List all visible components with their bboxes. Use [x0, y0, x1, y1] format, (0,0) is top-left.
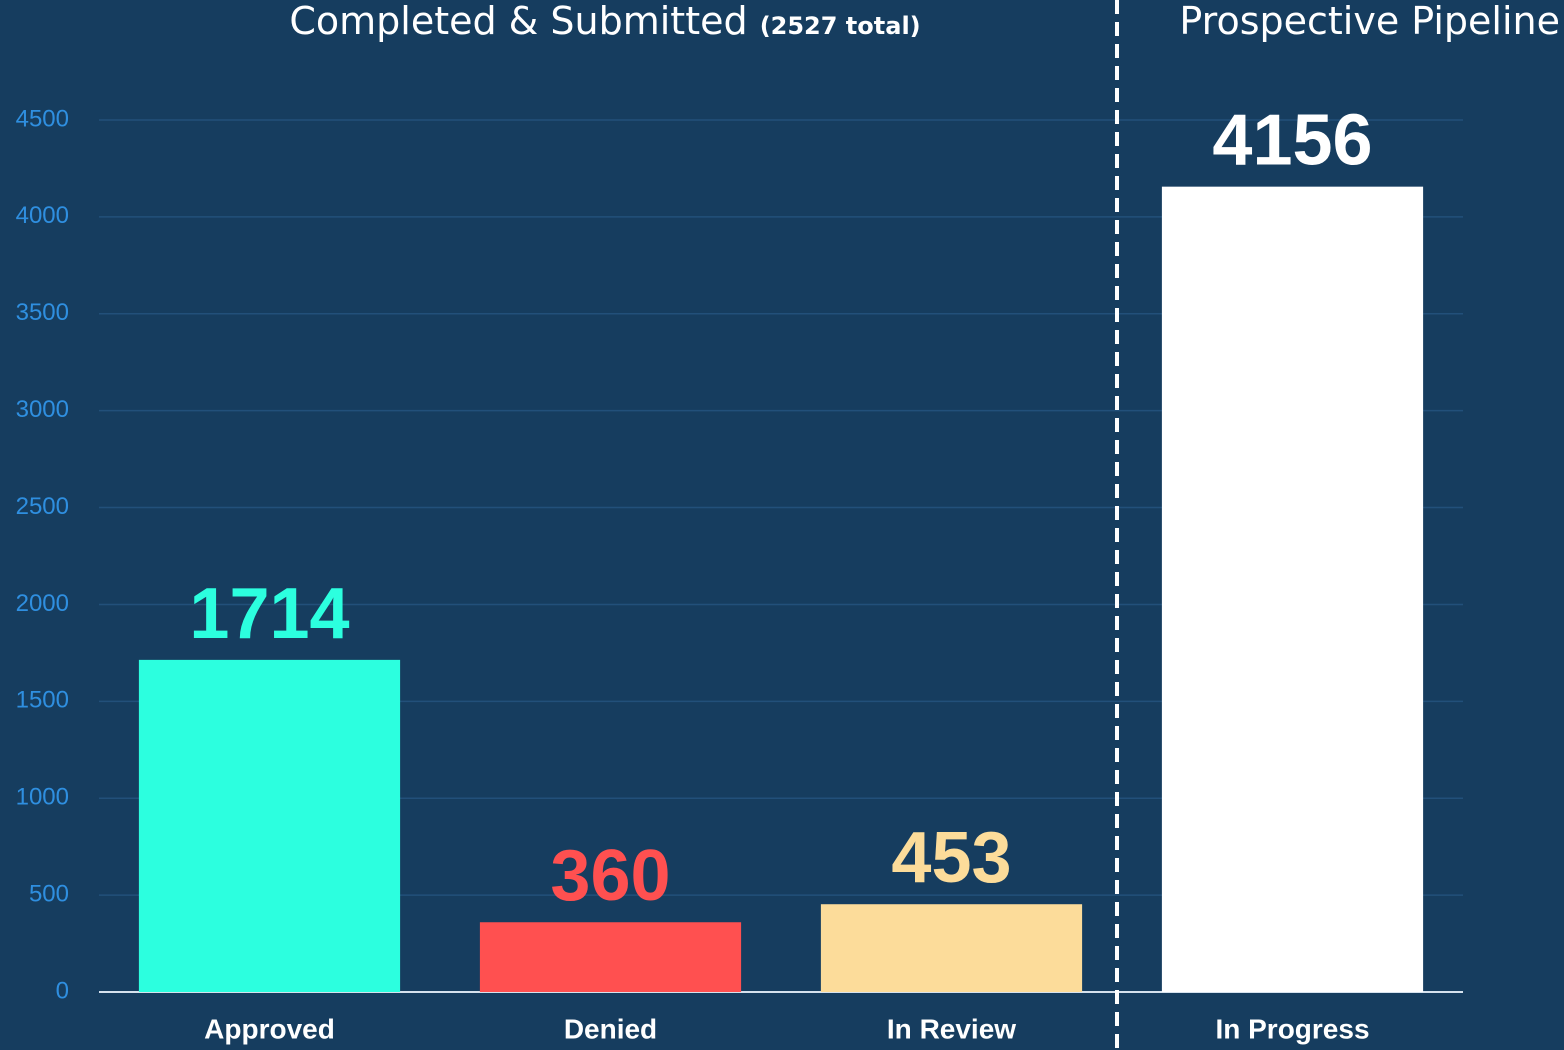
bar — [479, 922, 742, 992]
bar — [1161, 186, 1424, 993]
y-tick-label: 0 — [56, 977, 69, 1004]
group-title: Completed & Submitted (2527 total) — [289, 0, 920, 43]
group-title: Prospective Pipeline — [1179, 0, 1560, 43]
y-tick-label: 3500 — [16, 299, 69, 326]
x-tick-label: In Progress — [1215, 1013, 1369, 1044]
group-title-note: (2527 total) — [760, 12, 921, 40]
value-label: 453 — [891, 818, 1011, 898]
value-label: 360 — [550, 836, 670, 916]
y-tick-label: 4000 — [16, 202, 69, 229]
bar — [820, 904, 1083, 992]
y-tick-label: 4500 — [16, 105, 69, 132]
x-tick-label: In Review — [887, 1013, 1016, 1044]
y-tick-label: 1000 — [16, 784, 69, 811]
x-tick-label: Approved — [204, 1013, 335, 1044]
y-tick-label: 500 — [29, 880, 69, 907]
value-label: 1714 — [189, 574, 349, 654]
y-tick-label: 1500 — [16, 687, 69, 714]
group-title-text: Completed & Submitted — [289, 0, 747, 43]
bar — [138, 659, 401, 992]
y-tick-label: 2500 — [16, 493, 69, 520]
value-label: 4156 — [1212, 101, 1372, 181]
y-tick-label: 3000 — [16, 396, 69, 423]
y-tick-label: 2000 — [16, 590, 69, 617]
x-tick-label: Denied — [564, 1013, 657, 1044]
